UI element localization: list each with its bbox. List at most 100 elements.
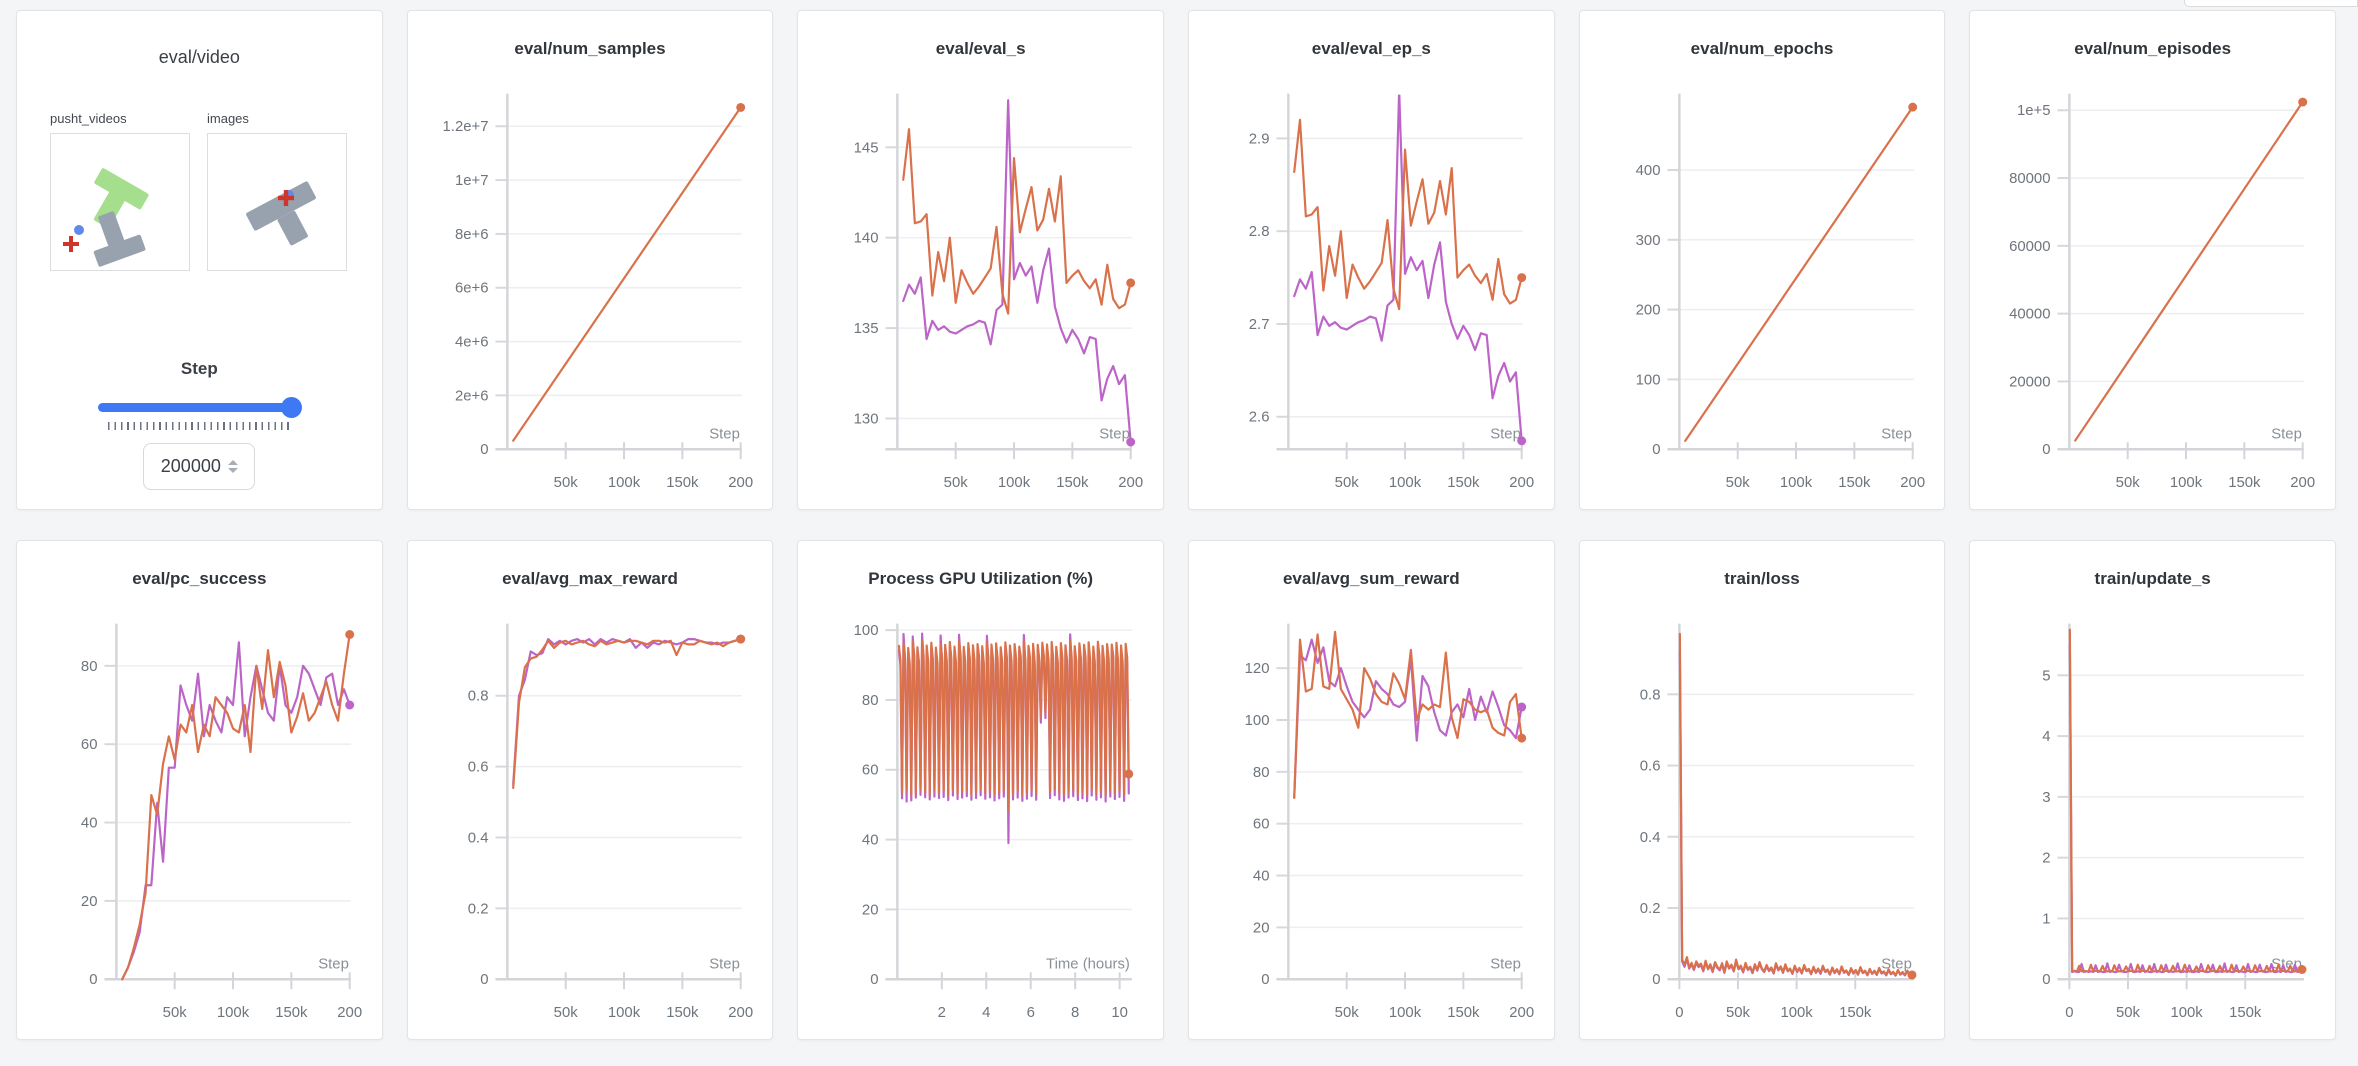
y-tick-label: 1 (2043, 910, 2051, 927)
y-tick-label: 6e+6 (455, 280, 489, 297)
x-tick-label: 50k (163, 1004, 188, 1021)
x-axis-label: Step (318, 955, 349, 972)
series-line-orange (898, 639, 1131, 812)
chart-plot-eval-eval-s[interactable]: 130 135 140 145 50k 100k 150k 200 Step (798, 11, 1163, 509)
chart-plot-eval-avg-sum-reward[interactable]: 0 20 40 60 80 100 120 50k 100k 150k 200 Step (1189, 541, 1554, 1039)
x-tick-label: 150k (1838, 474, 1871, 491)
step-control: Step 200000 (17, 359, 382, 490)
series-end-dot (1124, 769, 1134, 779)
series-end-dot (345, 630, 355, 639)
series-line-purple (1293, 94, 1523, 442)
x-axis-label: Step (1490, 425, 1521, 442)
x-axis-label: Step (1881, 955, 1912, 972)
x-tick-label: 50k (1335, 1004, 1360, 1021)
y-tick-label: 300 (1635, 232, 1660, 249)
panel-eval-avg-sum-reward[interactable]: eval/avg_sum_reward 0 20 40 60 80 100 120 50k 100… (1187, 540, 1555, 1040)
agent-dot (74, 225, 84, 235)
y-tick-label: 60 (1253, 816, 1270, 833)
chart-plot-eval-pc-success[interactable]: 0 20 40 60 80 50k 100k 150k 200 Step (17, 541, 382, 1039)
y-tick-label: 145 (854, 139, 879, 156)
cropped-panel-edge (2184, 0, 2358, 7)
step-slider-label: Step (180, 359, 218, 378)
y-tick-label: 20 (1253, 919, 1270, 936)
chart-plot-eval-num-episodes[interactable]: 0 20000 40000 60000 80000 1e+5 50k 100k 150k 200 S… (1970, 11, 2335, 509)
y-tick-label: 0.6 (1639, 758, 1660, 775)
panel-eval-num-epochs[interactable]: eval/num_epochs 0 100 200 300 400 50k 100k 150k 2… (1578, 10, 1946, 510)
stepper-arrows[interactable] (227, 460, 238, 473)
chart-title: Process GPU Utilization (%) (868, 569, 1094, 588)
slider-track[interactable] (98, 403, 301, 412)
panel-eval-num-episodes[interactable]: eval/num_episodes 0 20000 40000 60000 80000 1e… (1969, 10, 2336, 510)
panel-eval-pc-success[interactable]: eval/pc_success 0 20 40 60 80 50k 100k 150k 200 St… (16, 540, 383, 1040)
y-tick-label: 120 (1245, 660, 1270, 677)
x-tick-label: 150k (2229, 1004, 2262, 1021)
slider-tick-marks (108, 422, 291, 430)
y-tick-label: 40000 (2009, 306, 2050, 323)
y-tick-label: 100 (854, 622, 879, 639)
media-caption: images (207, 111, 249, 126)
chart-plot-eval-num-epochs[interactable]: 0 100 200 300 400 50k 100k 150k 200 Step (1580, 11, 1945, 509)
slider-knob[interactable] (281, 397, 303, 418)
media-pusht-videos: pusht_videos (50, 111, 190, 271)
goal-cross (63, 236, 79, 252)
chart-plot-eval-avg-max-reward[interactable]: 0 0.2 0.4 0.6 0.8 50k 100k 150k 200 Step (408, 541, 773, 1039)
series-end-dot (1517, 702, 1527, 712)
series-end-dot (2297, 965, 2307, 974)
step-slider[interactable] (98, 397, 303, 419)
x-tick-label: 150k (1447, 474, 1480, 491)
y-tick-label: 0 (480, 971, 488, 988)
y-tick-label: 2.7 (1249, 316, 1270, 333)
series-end-dot (1907, 970, 1917, 980)
x-tick-label: 4 (982, 1004, 990, 1021)
y-tick-label: 2.8 (1249, 223, 1270, 240)
y-tick-label: 5 (2043, 667, 2051, 684)
pusht-video-frame (63, 168, 149, 267)
x-axis-label: Step (2272, 425, 2303, 442)
panel-train-update-s[interactable]: train/update_s 0 1 2 3 4 5 0 50k 100k 150k Step (1969, 540, 2336, 1040)
x-tick-label: 50k (1726, 1004, 1751, 1021)
x-tick-label: 50k (944, 474, 969, 491)
panel-eval-eval-s[interactable]: eval/eval_s 130 135 140 145 50k 100k 150k 200 Ste… (797, 10, 1164, 510)
x-tick-label: 100k (608, 1004, 641, 1021)
chart-plot-train-loss[interactable]: 0 0.2 0.4 0.6 0.8 0 50k 100k 150k Step (1580, 541, 1945, 1039)
x-tick-label: 150k (666, 474, 699, 491)
y-tick-label: 130 (854, 410, 879, 427)
panel-eval-eval-ep-s[interactable]: eval/eval_ep_s 2.6 2.7 2.8 2.9 50k 100k 150k 200… (1187, 10, 1555, 510)
series-end-dot (2298, 97, 2308, 107)
x-tick-label: 50k (1725, 474, 1750, 491)
video-thumbnail-images[interactable] (207, 133, 347, 271)
panel-eval-avg-max-reward[interactable]: eval/avg_max_reward 0 0.2 0.4 0.6 0.8 50k 100k 1… (406, 540, 774, 1040)
chart-title: train/update_s (2094, 569, 2211, 588)
video-thumbnail-pusht[interactable] (50, 133, 190, 271)
chart-plot-eval-eval-ep-s[interactable]: 2.6 2.7 2.8 2.9 50k 100k 150k 200 Step (1189, 11, 1554, 509)
chart-plot-eval-num-samples[interactable]: 0 2e+6 4e+6 6e+6 8e+6 1e+7 1.2e+7 50k 100k 150k 20… (408, 11, 773, 509)
goal-cross (278, 190, 294, 206)
y-tick-label: 60000 (2009, 238, 2050, 255)
x-tick-label: 200 (728, 1004, 753, 1021)
increment-icon[interactable] (227, 460, 238, 465)
x-tick-label: 100k (1389, 474, 1422, 491)
panel-train-loss[interactable]: train/loss 0 0.2 0.4 0.6 0.8 0 50k 100k 150k Step (1578, 540, 1946, 1040)
x-tick-label: 100k (608, 474, 641, 491)
chart-title: eval/num_episodes (2074, 39, 2232, 58)
x-tick-label: 0 (1675, 1004, 1683, 1021)
decrement-icon[interactable] (227, 468, 238, 473)
series-line-purple (511, 638, 742, 786)
step-input[interactable]: 200000 (143, 443, 256, 490)
media-caption: pusht_videos (50, 111, 127, 126)
y-tick-label: 2.9 (1249, 130, 1270, 147)
chart-plot-process-gpu-utilization[interactable]: 0 20 40 60 80 100 2 4 6 8 10 Time (hours) (798, 541, 1163, 1039)
series-end-dot (1517, 733, 1527, 743)
x-tick-label: 150k (666, 1004, 699, 1021)
panel-eval-num-samples[interactable]: eval/num_samples 0 2e+6 4e+6 6e+6 8e+6 1e+7 1.2… (406, 10, 774, 510)
y-tick-label: 0.4 (1639, 829, 1660, 846)
images-frame (246, 181, 316, 246)
panel-process-gpu-utilization[interactable]: Process GPU Utilization (%) 0 20 40 60 80 100 2… (797, 540, 1164, 1040)
x-tick-label: 100k (998, 474, 1031, 491)
panel-eval-video[interactable]: eval/video pusht_videos (16, 10, 383, 510)
series-line-purple (1293, 638, 1523, 799)
x-tick-label: 100k (2171, 1004, 2204, 1021)
chart-title: train/loss (1724, 569, 1800, 588)
